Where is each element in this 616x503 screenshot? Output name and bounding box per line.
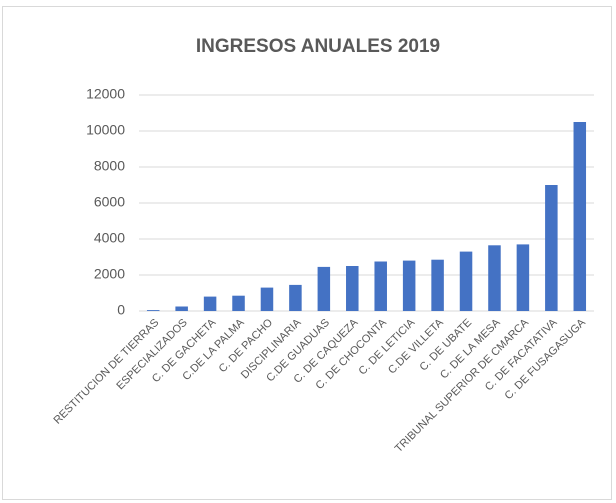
y-tick-label: 0 [117, 302, 125, 318]
y-tick-label: 12000 [86, 86, 125, 102]
y-tick-label: 8000 [94, 158, 125, 174]
y-tick-label: 4000 [94, 230, 125, 246]
bar [289, 284, 302, 311]
bar [146, 310, 160, 311]
y-tick-label: 6000 [94, 194, 125, 210]
bar [402, 260, 416, 311]
bar [203, 296, 217, 311]
bar [317, 266, 331, 311]
bar [260, 287, 274, 311]
bar [488, 245, 501, 311]
chart-title: INGRESOS ANUALES 2019 [196, 36, 440, 57]
bar [232, 295, 245, 311]
chart-border [2, 6, 612, 500]
bar [459, 251, 473, 311]
bar [374, 261, 387, 311]
bar [431, 259, 444, 311]
bar [545, 185, 558, 311]
bar [175, 306, 188, 311]
bar [516, 244, 530, 311]
bar [573, 122, 587, 311]
y-tick-label: 2000 [94, 266, 125, 282]
bar [346, 266, 359, 311]
y-tick-label: 10000 [86, 122, 125, 138]
